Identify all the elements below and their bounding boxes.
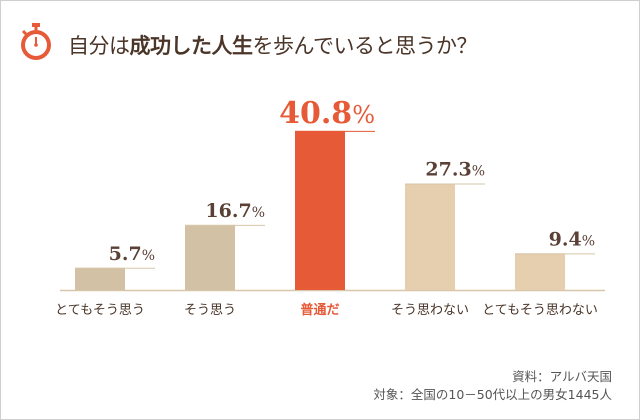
bar-5 xyxy=(515,253,565,290)
category-label: とてもそう思わない xyxy=(482,303,598,318)
title-part: 自分は xyxy=(68,34,130,58)
data-label-value: 9.4 xyxy=(549,228,582,250)
bar-1 xyxy=(75,267,125,290)
category-label: とてもそう思う xyxy=(55,303,145,318)
data-label-value: 5.7 xyxy=(109,243,142,265)
data-label-unit: % xyxy=(352,101,375,129)
category-label: そう思わない xyxy=(391,303,469,318)
data-label: 9.4% xyxy=(549,228,595,250)
bar-3 xyxy=(295,130,345,290)
title-part: を歩んでいると思うか？ xyxy=(252,34,478,58)
target-label: 対象：全国の10－50代以上の男女1445人 xyxy=(373,387,612,402)
data-label-unit: % xyxy=(142,248,155,264)
data-label: 40.8% xyxy=(279,96,375,131)
bar-2 xyxy=(185,224,235,290)
data-label: 27.3% xyxy=(425,159,485,181)
data-label: 5.7% xyxy=(109,243,155,265)
data-label-unit: % xyxy=(582,233,595,249)
source-label: 資料：アルバ天国 xyxy=(512,369,612,384)
stopwatch-icon xyxy=(21,23,51,60)
data-label-value: 16.7 xyxy=(205,200,251,222)
bar-4 xyxy=(405,183,455,290)
data-label-unit: % xyxy=(472,164,485,180)
data-label-value: 40.8 xyxy=(279,96,352,131)
data-label: 16.7% xyxy=(205,200,265,222)
chart-title: 自分は成功した人生を歩んでいると思うか？ xyxy=(68,30,477,60)
title-part: 成功した人生 xyxy=(129,34,254,58)
category-label: 普通だ xyxy=(300,302,339,318)
data-label-unit: % xyxy=(252,205,265,221)
data-label-value: 27.3 xyxy=(425,159,471,181)
category-label: そう思う xyxy=(184,303,236,318)
